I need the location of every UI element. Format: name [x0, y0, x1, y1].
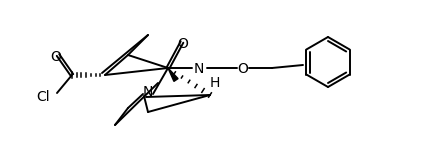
Text: O: O — [177, 37, 189, 51]
Text: N: N — [143, 85, 153, 99]
Text: O: O — [51, 50, 61, 64]
Text: O: O — [237, 62, 249, 76]
Text: Cl: Cl — [36, 90, 50, 104]
Polygon shape — [168, 68, 178, 81]
Text: N: N — [194, 62, 204, 76]
Text: H: H — [210, 76, 220, 90]
